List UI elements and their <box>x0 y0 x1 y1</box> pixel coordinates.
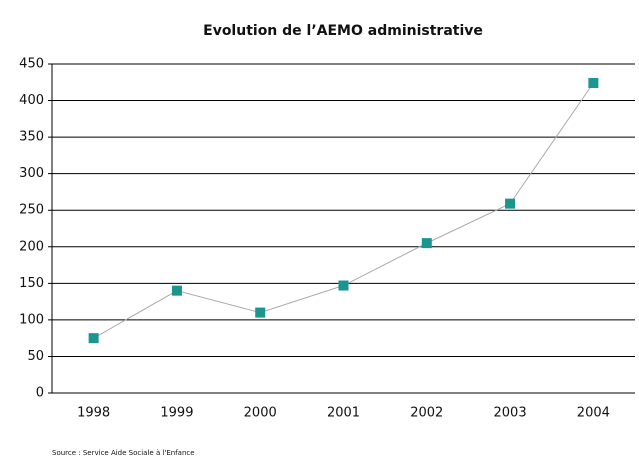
y-tick-label: 250 <box>19 203 44 218</box>
x-tick-label: 2002 <box>410 406 443 421</box>
y-tick-label: 400 <box>19 93 44 108</box>
data-point <box>88 333 99 344</box>
x-tick-label: 1998 <box>77 406 110 421</box>
y-tick-label: 0 <box>36 386 44 401</box>
data-point <box>255 307 266 318</box>
data-point <box>338 280 349 291</box>
y-tick-label: 200 <box>19 239 44 254</box>
x-tick-label: 1999 <box>160 406 193 421</box>
y-tick-label: 100 <box>19 312 44 327</box>
x-tick-label: 2004 <box>577 406 610 421</box>
x-tick-label: 2000 <box>244 406 277 421</box>
x-tick-label: 2003 <box>494 406 527 421</box>
y-tick-label: 150 <box>19 276 44 291</box>
y-tick-label: 450 <box>19 57 44 72</box>
x-tick-label: 2001 <box>327 406 360 421</box>
source-note: Source : Service Aide Sociale à l'Enfanc… <box>52 449 195 457</box>
chart-title: Evolution de l’AEMO administrative <box>203 23 483 39</box>
y-tick-label: 350 <box>19 130 44 145</box>
data-point <box>421 238 432 249</box>
y-tick-label: 50 <box>27 349 44 364</box>
data-point <box>588 78 599 89</box>
y-tick-label: 300 <box>19 166 44 181</box>
data-point <box>171 285 182 296</box>
data-point <box>505 198 516 209</box>
